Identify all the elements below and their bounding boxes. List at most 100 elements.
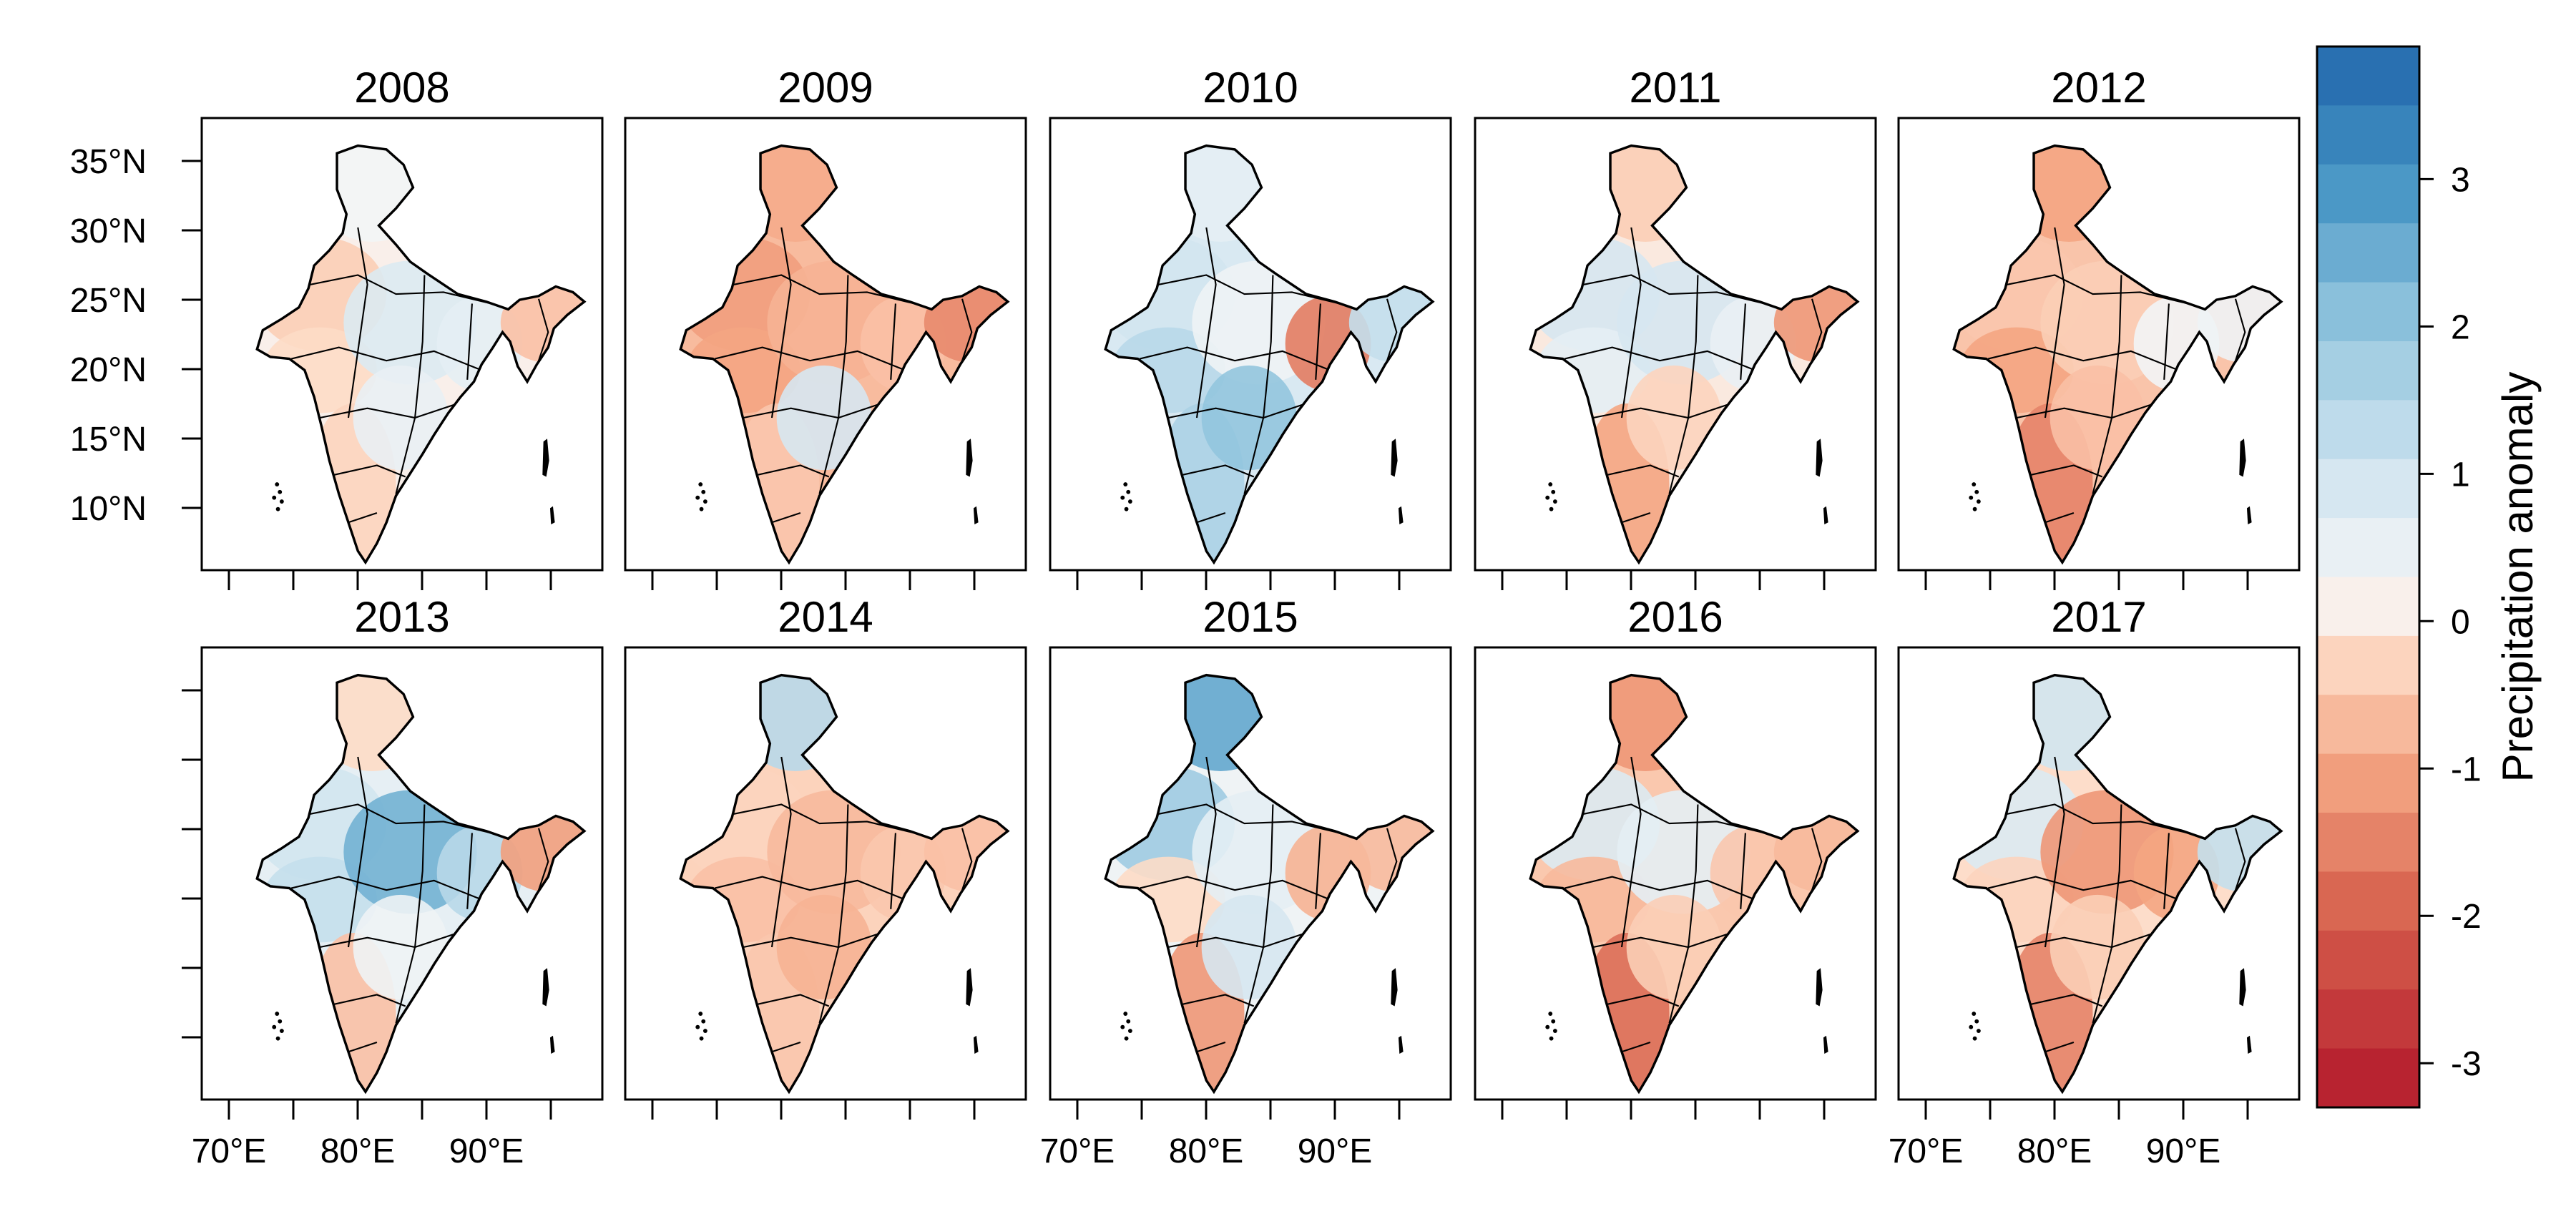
state-boundary — [347, 227, 368, 418]
region-peninsula-east — [1201, 894, 1297, 1000]
map-panel-2013: 2013 — [200, 593, 604, 1101]
panel-ticks — [1501, 570, 1826, 590]
state-boundary — [1167, 403, 1307, 419]
state-boundary — [333, 994, 406, 1007]
state-boundary — [1386, 298, 1398, 361]
state-boundary — [2030, 464, 2103, 478]
map-panel-2010: 2010 — [1049, 64, 1452, 572]
state-boundary — [1592, 403, 1732, 419]
state-boundary — [348, 511, 378, 524]
lakshadweep-island — [272, 495, 277, 500]
panel-ticks — [182, 160, 552, 590]
state-boundary — [1621, 1041, 1651, 1053]
state-boundary — [1315, 833, 1321, 909]
panel-title: 2017 — [2051, 593, 2146, 641]
lakshadweep-island — [1548, 1012, 1553, 1017]
andaman-island — [2239, 968, 2246, 1007]
state-boundary — [537, 298, 549, 361]
state-boundary — [1139, 346, 1331, 371]
state-boundary — [890, 833, 896, 909]
state-boundary — [1182, 994, 1255, 1007]
andaman-island — [966, 968, 973, 1007]
state-boundary — [1987, 346, 2179, 371]
colorbar-segment — [2317, 282, 2419, 342]
panel-title: 2015 — [1203, 593, 1298, 641]
andaman-island — [542, 439, 549, 477]
x-tick-label: 80°E — [2017, 1132, 2092, 1170]
x-tick-label: 80°E — [1169, 1132, 1244, 1170]
colorbar-segment — [2317, 341, 2419, 401]
lakshadweep-island — [1969, 495, 1974, 500]
lakshadweep-island — [1545, 1024, 1550, 1029]
lakshadweep-island — [1123, 482, 1128, 487]
andaman-island — [966, 439, 973, 477]
lakshadweep-island — [278, 489, 283, 494]
islands — [272, 968, 555, 1054]
state-boundary — [310, 803, 491, 834]
state-boundary — [2163, 833, 2170, 909]
state-boundary — [1564, 346, 1755, 371]
islands — [695, 439, 979, 524]
state-boundary — [290, 876, 482, 901]
state-boundary — [2092, 275, 2122, 494]
state-boundaries — [1987, 227, 2246, 524]
state-boundaries — [290, 756, 549, 1053]
panel-ticks — [651, 1100, 976, 1120]
region-peninsula-east — [1201, 365, 1297, 471]
state-boundary — [2092, 804, 2122, 1024]
panel-title: 2009 — [778, 64, 873, 112]
state-boundary — [2234, 298, 2246, 361]
state-boundary — [290, 346, 482, 371]
lakshadweep-island — [1127, 1029, 1132, 1033]
state-boundary — [743, 403, 882, 419]
nicobar-island — [973, 506, 979, 524]
map-panel-2014: 2014 — [624, 593, 1027, 1101]
state-boundary — [2234, 828, 2246, 891]
state-boundary — [319, 932, 459, 949]
state-boundary — [1740, 833, 1746, 909]
state-boundary — [757, 994, 830, 1007]
panel-title: 2008 — [354, 64, 449, 112]
lakshadweep-island — [698, 1012, 703, 1017]
lakshadweep-island — [1972, 482, 1977, 487]
state-boundary — [2016, 403, 2155, 419]
lakshadweep-island — [1972, 1012, 1977, 1017]
region-peninsula-east — [353, 894, 449, 1000]
y-tick-label: 15°N — [70, 421, 147, 459]
colorbar-segment — [2317, 989, 2419, 1049]
lakshadweep-island — [1549, 1036, 1554, 1041]
lakshadweep-island — [1974, 489, 1979, 494]
lakshadweep-island — [698, 482, 703, 487]
lakshadweep-island — [279, 1029, 284, 1033]
region-peninsula-east — [776, 894, 872, 1000]
lakshadweep-island — [1120, 1024, 1125, 1029]
panel-ticks — [651, 570, 976, 590]
colorbar-tick-label: 1 — [2451, 456, 2470, 494]
state-boundary — [2044, 511, 2075, 524]
map-panel-2017: 2017 — [1897, 593, 2301, 1101]
x-tick-label: 70°E — [1040, 1132, 1115, 1170]
state-boundary — [961, 298, 973, 361]
colorbar-segment — [2317, 635, 2419, 696]
lakshadweep-island — [1127, 499, 1132, 504]
nicobar-island — [1823, 506, 1828, 524]
colorbar-segment — [2317, 813, 2419, 873]
lakshadweep-island — [1545, 495, 1550, 500]
lakshadweep-island — [272, 1024, 277, 1029]
state-boundary — [310, 274, 491, 305]
colorbar-segment — [2317, 577, 2419, 637]
region-peninsula-east — [2049, 894, 2145, 1000]
map-panel-2011: 2011 — [1474, 64, 1877, 572]
andaman-island — [542, 968, 549, 1007]
lakshadweep-island — [1551, 489, 1556, 494]
state-boundary — [2044, 756, 2065, 948]
lakshadweep-island — [701, 489, 706, 494]
colorbar-segment — [2317, 753, 2419, 814]
colorbar-tick-label: 2 — [2451, 308, 2470, 346]
state-boundary — [961, 828, 973, 891]
map-panel-2012: 2012 — [1897, 64, 2301, 572]
lakshadweep-island — [275, 506, 280, 511]
state-boundary — [1740, 303, 1746, 380]
islands — [1969, 968, 2252, 1054]
state-boundary — [2007, 274, 2188, 305]
